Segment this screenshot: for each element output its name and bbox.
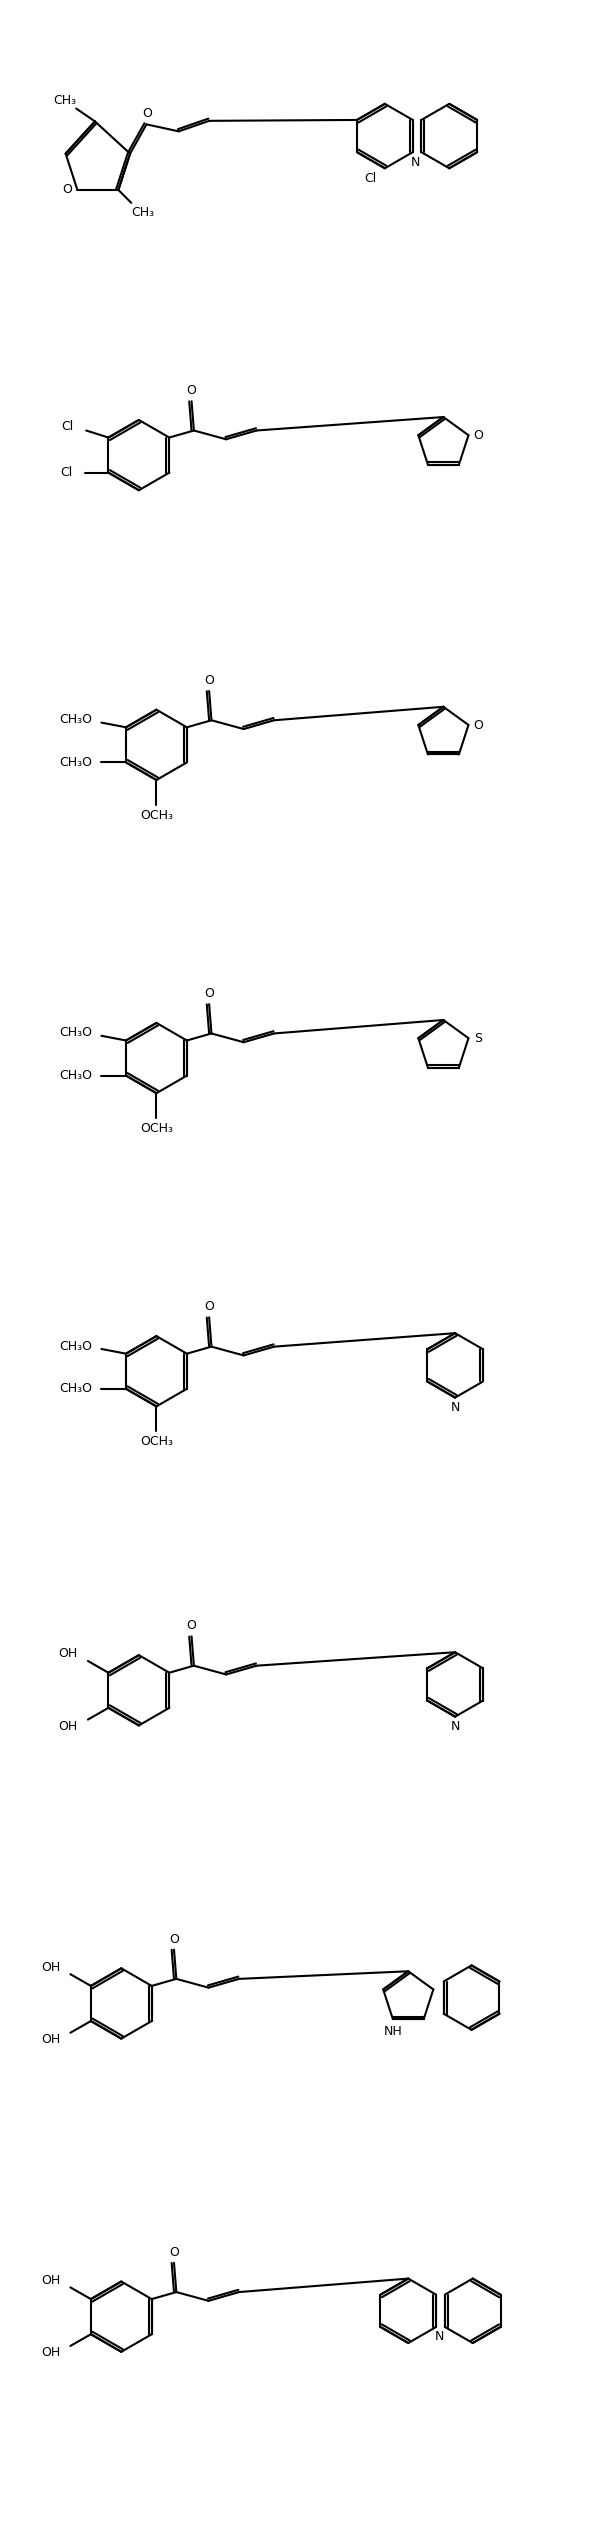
Text: CH₃: CH₃: [131, 207, 154, 220]
Text: CH₃O: CH₃O: [59, 1383, 92, 1395]
Text: O: O: [169, 1933, 179, 1945]
Text: OCH₃: OCH₃: [140, 810, 173, 822]
Text: Cl: Cl: [60, 467, 72, 479]
Text: OH: OH: [41, 2034, 61, 2046]
Text: O: O: [204, 986, 214, 999]
Text: OH: OH: [41, 2346, 61, 2359]
Text: OH: OH: [59, 1648, 78, 1660]
Text: OCH₃: OCH₃: [140, 1123, 173, 1135]
Text: S: S: [475, 1032, 482, 1045]
Text: NH: NH: [383, 2026, 402, 2039]
Text: Cl: Cl: [364, 172, 377, 184]
Text: N: N: [450, 1721, 460, 1733]
Text: CH₃: CH₃: [53, 93, 76, 108]
Text: CH₃O: CH₃O: [59, 1027, 92, 1039]
Text: O: O: [204, 674, 214, 686]
Text: O: O: [473, 719, 484, 732]
Text: Cl: Cl: [61, 421, 73, 434]
Text: CH₃O: CH₃O: [59, 757, 92, 770]
Text: O: O: [473, 429, 484, 442]
Text: O: O: [204, 1299, 214, 1314]
Text: O: O: [62, 184, 72, 197]
Text: OH: OH: [41, 1960, 61, 1973]
Text: O: O: [187, 1620, 197, 1632]
Text: OCH₃: OCH₃: [140, 1436, 173, 1448]
Text: CH₃O: CH₃O: [59, 1340, 92, 1352]
Text: N: N: [411, 156, 421, 169]
Text: O: O: [143, 108, 153, 121]
Text: CH₃O: CH₃O: [59, 1070, 92, 1082]
Text: CH₃O: CH₃O: [59, 714, 92, 727]
Text: N: N: [450, 1400, 460, 1413]
Text: N: N: [434, 2331, 444, 2344]
Text: O: O: [187, 383, 197, 396]
Text: OH: OH: [41, 2273, 61, 2286]
Text: OH: OH: [59, 1721, 78, 1733]
Text: O: O: [169, 2245, 179, 2258]
